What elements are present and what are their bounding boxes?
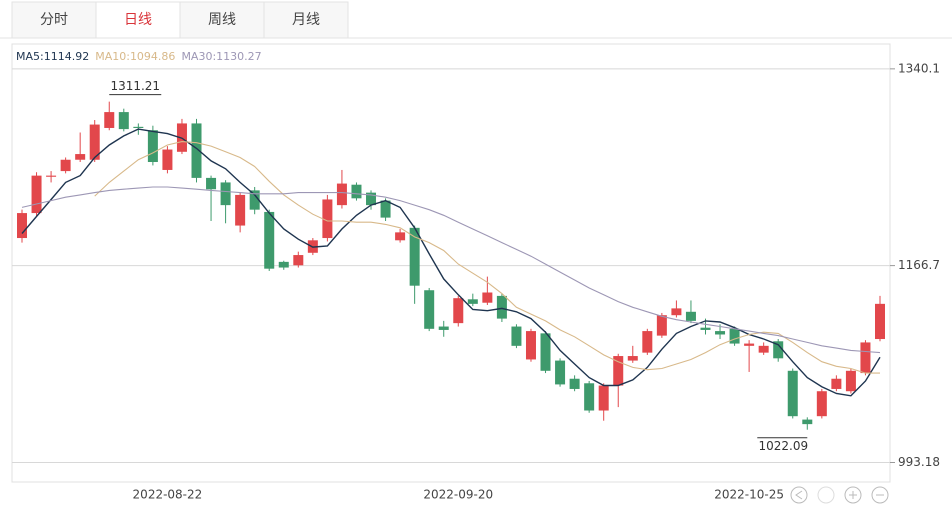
candle-body: [656, 315, 667, 336]
candle-body: [642, 331, 653, 353]
ma-line: [94, 141, 880, 374]
legend-entry: MA30:1130.27: [181, 50, 261, 63]
candle-body: [744, 343, 755, 346]
candle-body: [569, 378, 580, 389]
candle-body: [235, 194, 246, 226]
high-annotation: 1311.21: [110, 79, 160, 93]
candle-body: [206, 177, 217, 190]
candle-body: [380, 200, 391, 218]
candle-body: [75, 154, 86, 160]
tab[interactable]: [263, 1, 349, 39]
plot-frame: [11, 43, 891, 483]
candle-body: [104, 112, 115, 128]
candle-body: [685, 311, 696, 321]
tab-label: 日线: [124, 12, 152, 28]
zoom-out[interactable]: [871, 486, 889, 504]
candle-body: [482, 292, 493, 303]
candle-body: [395, 232, 406, 241]
candle-body: [191, 123, 202, 178]
candle-body: [438, 326, 449, 330]
nav-left[interactable]: [790, 486, 808, 504]
ma-line: [21, 186, 881, 354]
candle-body: [31, 175, 42, 214]
candle-body: [700, 327, 711, 330]
candle-body: [264, 211, 275, 269]
candle-body: [715, 331, 726, 335]
zoom-in-icon: [849, 491, 857, 499]
candle-body: [613, 356, 624, 386]
candle-body: [409, 227, 420, 286]
candle-body: [555, 360, 566, 385]
candle-body: [845, 370, 856, 392]
candle-body: [598, 385, 609, 411]
candle-body: [322, 199, 333, 239]
tab[interactable]: [95, 1, 181, 39]
low-annotation: 1022.09: [758, 439, 808, 453]
candle-body: [118, 112, 129, 130]
candle-body: [278, 261, 289, 268]
x-tick-label: 2022-08-22: [133, 488, 203, 502]
candle-body: [424, 290, 435, 329]
candle-body: [729, 328, 740, 344]
candle-body: [860, 342, 871, 374]
candle-body: [453, 298, 464, 324]
tab-label: 周线: [208, 12, 236, 28]
candle-body: [758, 345, 769, 353]
candle-body: [540, 333, 551, 371]
candle-body: [496, 295, 507, 319]
candle-body: [671, 308, 682, 316]
candle-body: [773, 341, 784, 359]
zoom-in[interactable]: [844, 486, 862, 504]
candle-body: [584, 383, 595, 411]
candle-body: [133, 126, 144, 128]
tab[interactable]: [11, 1, 97, 39]
candle-body: [147, 130, 158, 163]
tab-label: 月线: [292, 12, 320, 28]
nav-right[interactable]: [817, 486, 835, 504]
x-tick-label: 2022-10-25: [714, 488, 784, 502]
candle-body: [336, 183, 347, 206]
x-tick-label: 2022-09-20: [423, 488, 493, 502]
nav-buttons: [790, 486, 889, 504]
candle-body: [875, 303, 885, 340]
candle-body: [831, 378, 842, 389]
candle-body: [46, 175, 57, 177]
tab-label: 分时: [40, 12, 68, 28]
candle-body: [220, 182, 231, 206]
candle-body: [89, 124, 100, 160]
candle-body: [249, 190, 260, 210]
candle-body: [162, 149, 173, 170]
candle-body: [511, 326, 522, 346]
candle-body: [627, 356, 638, 361]
nav-left-icon: [795, 490, 803, 500]
candle-body: [17, 213, 27, 239]
candle-body: [816, 391, 827, 417]
candle-body: [293, 255, 304, 266]
candle-body: [366, 192, 377, 206]
legend-entry: MA10:1094.86: [95, 50, 175, 63]
y-tick-label: 993.18: [898, 455, 940, 469]
candle-body: [525, 331, 536, 360]
candle-body: [787, 370, 798, 417]
candle-body: [60, 159, 71, 172]
tab[interactable]: [179, 1, 265, 39]
y-tick-label: 1166.7: [898, 258, 940, 272]
candle-body: [802, 419, 813, 425]
candle-body: [467, 299, 478, 304]
y-tick-label: 1340.1: [898, 61, 940, 75]
candle-body: [351, 184, 362, 199]
legend-entry: MA5:1114.92: [16, 50, 89, 63]
